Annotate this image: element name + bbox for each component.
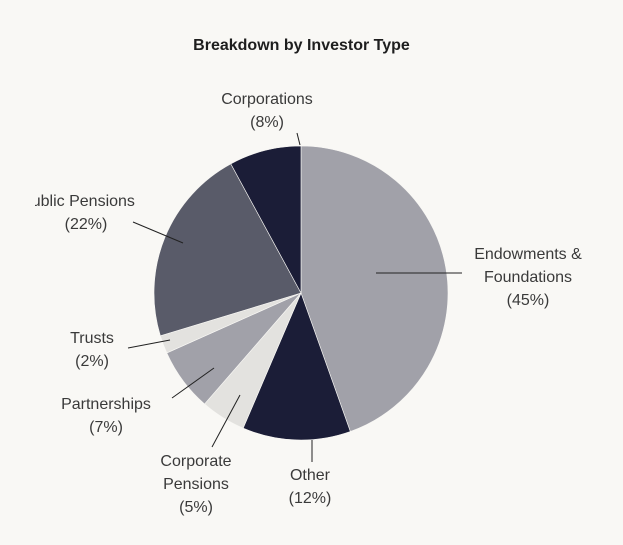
label-clip: Public Pensions (22%)	[35, 190, 175, 240]
slice-label: Corporate Pensions	[160, 453, 232, 493]
value-label: (22%)	[64, 216, 108, 233]
slice-label: Trusts	[70, 330, 114, 347]
leader-line	[127, 339, 171, 349]
slice-label: Partnerships	[61, 396, 151, 413]
pie-slice	[230, 145, 302, 294]
slice-label: Corporations	[221, 91, 313, 108]
chart-title: Breakdown by Investor Type	[193, 37, 410, 54]
value-label: (12%)	[288, 490, 332, 507]
slice-label: Public Pensions	[35, 193, 135, 210]
value-label: (2%)	[75, 353, 109, 370]
slice-label: Endowments & Foundations	[474, 246, 582, 286]
pie-slice	[242, 292, 351, 441]
value-label: (7%)	[89, 419, 123, 436]
value-label: (5%)	[179, 499, 213, 516]
leader-line	[211, 394, 241, 448]
leader-line	[171, 367, 215, 399]
leader-line	[296, 132, 301, 146]
pie-slice	[300, 145, 449, 432]
value-label: (45%)	[506, 292, 550, 309]
slice-label: Other	[289, 467, 330, 484]
pie-slice	[153, 163, 302, 337]
value-label: (8%)	[250, 114, 284, 131]
leader-line	[132, 221, 184, 244]
